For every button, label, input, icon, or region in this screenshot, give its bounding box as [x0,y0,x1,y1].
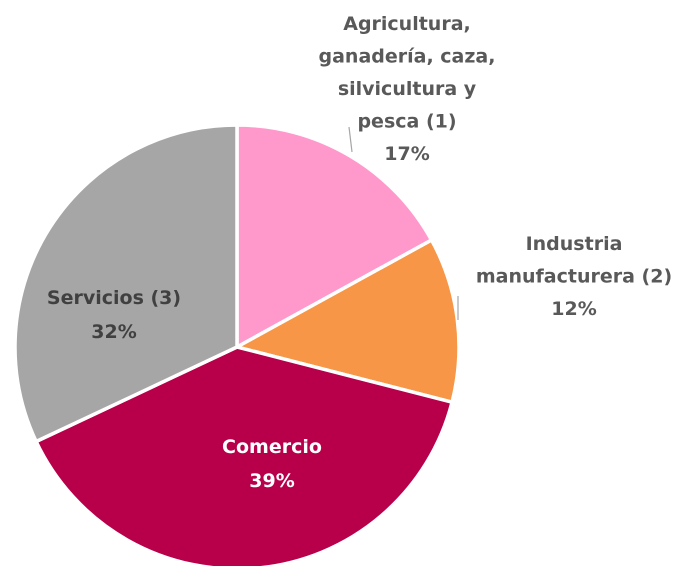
slice-category-label: Industria [526,233,623,255]
pie-slice-4 [13,123,239,444]
slice-value-label: 32% [91,321,136,343]
slice-category-label: manufacturera (2) [476,266,672,288]
slice-label-4: Servicios (3) 32% [47,287,181,343]
pie-slice-2 [235,238,461,404]
slice-label-3: Comercio 39% [222,436,322,492]
slice-category-label: ganadería, caza, [319,46,496,68]
slice-labels: Agricultura, ganadería, caza, silvicultura… [47,13,672,492]
slice-value-label: 12% [551,298,596,320]
slice-value-label: 39% [249,470,294,492]
leader-line-1 [348,126,353,153]
pie-slice-1 [235,123,434,349]
slice-category-label: Servicios (3) [47,287,181,309]
pie-slice-3 [34,345,454,566]
slice-label-1: Agricultura, ganadería, caza, silvicultura… [319,13,496,165]
slice-label-2: Industria manufacturera (2) 12% [476,233,672,320]
slice-category-label: silvicultura y [338,78,477,100]
slice-category-label: Agricultura, [343,13,471,35]
slice-category-label: pesca (1) [357,111,456,133]
leader-lines [348,126,459,320]
pie-slices [13,123,461,566]
slice-category-label: Comercio [222,436,322,458]
slice-value-label: 17% [384,143,429,165]
